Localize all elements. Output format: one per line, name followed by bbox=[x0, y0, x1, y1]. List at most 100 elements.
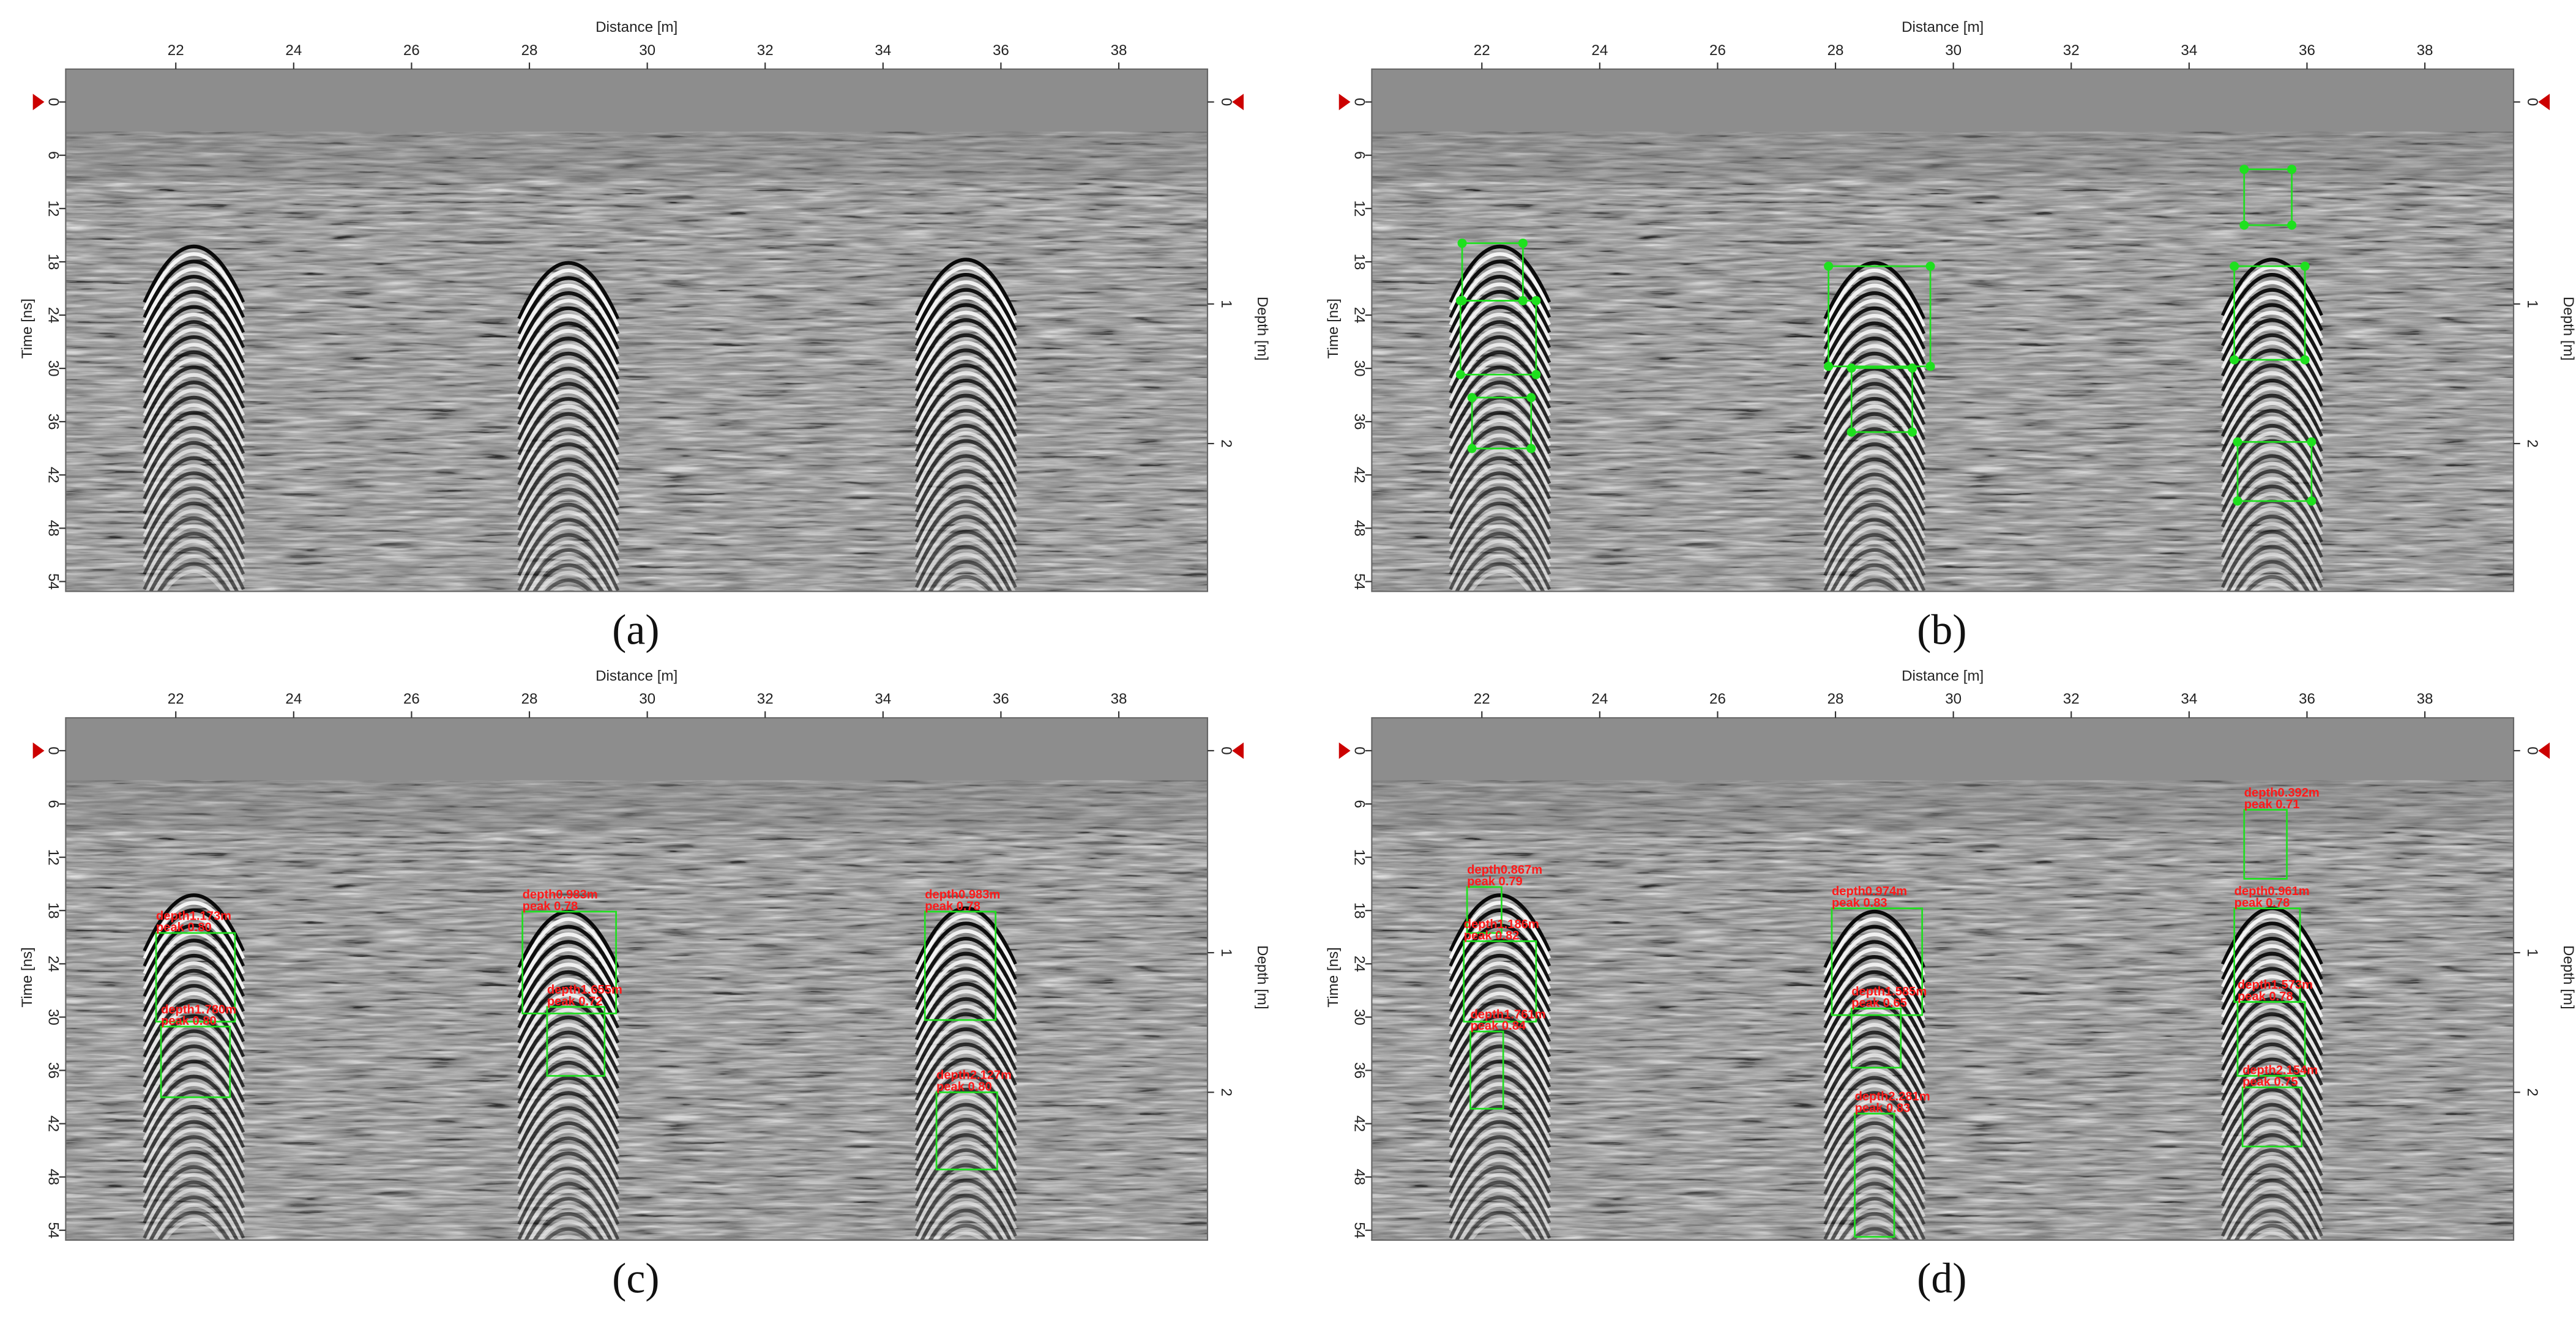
hyperbola-ring bbox=[517, 404, 620, 463]
hyperbola-ring bbox=[2221, 348, 2323, 407]
hyperbola-ring bbox=[2221, 1080, 2323, 1139]
hyperbola-ring bbox=[1449, 1074, 1551, 1134]
roi-box bbox=[2243, 168, 2293, 226]
hyperbola-ring bbox=[143, 1074, 245, 1134]
hyperbola-ring bbox=[2221, 1118, 2323, 1177]
hyperbola-ring bbox=[915, 1095, 1017, 1154]
detection-box bbox=[924, 910, 997, 1021]
hyperbola-ring bbox=[1463, 562, 1537, 592]
hyperbola-ring bbox=[2221, 272, 2323, 332]
detection-peak: peak 0.71 bbox=[2244, 798, 2300, 811]
hyperbola-ring bbox=[2230, 552, 2315, 592]
hyperbola-ring bbox=[2221, 341, 2323, 400]
hyperbola-ring bbox=[517, 1076, 620, 1135]
hyperbola-ring bbox=[915, 258, 1017, 316]
zero-marker bbox=[1338, 94, 1351, 111]
hyperbola-ring bbox=[152, 1203, 236, 1240]
hyperbola-ring bbox=[1850, 1227, 1899, 1240]
hyperbola-ring bbox=[2252, 582, 2293, 592]
hyperbola-ring bbox=[1823, 1053, 1926, 1112]
hyperbola-ring bbox=[2221, 1035, 2323, 1094]
zero-marker bbox=[1232, 94, 1244, 111]
hyperbola-ring bbox=[143, 275, 245, 333]
hyperbola-ring bbox=[143, 1172, 245, 1232]
hyperbola-ring bbox=[915, 416, 1017, 475]
detection-box bbox=[160, 1025, 231, 1098]
hyperbola-ring bbox=[919, 1193, 1012, 1240]
hyperbola-ring bbox=[915, 401, 1017, 460]
hyperbola-ring bbox=[924, 552, 1009, 592]
hyperbola-ring bbox=[1830, 548, 1919, 592]
y-tick-label: 36 bbox=[45, 1062, 62, 1079]
hyperbola-ring bbox=[1449, 1067, 1551, 1126]
hyperbola-ring bbox=[1449, 516, 1551, 575]
hyperbola-ring bbox=[1449, 1172, 1551, 1232]
detection-peak: peak 0.83 bbox=[1832, 896, 1887, 910]
hyperbola-ring bbox=[1823, 970, 1926, 1029]
hyperbola-ring bbox=[517, 955, 620, 1014]
roi-corner bbox=[2233, 496, 2242, 506]
hyperbola-ring bbox=[915, 477, 1017, 535]
hyperbola-ring bbox=[143, 516, 245, 575]
hyperbola-ring bbox=[933, 567, 999, 592]
hyperbola-ring bbox=[2221, 529, 2323, 589]
hyperbola-ring bbox=[517, 962, 620, 1021]
roi-corner bbox=[2307, 437, 2317, 447]
roi-corner bbox=[1457, 238, 1467, 248]
y-tick-label: 0 bbox=[45, 98, 62, 106]
hyperbola-ring bbox=[1823, 276, 1926, 335]
x-tick-label: 32 bbox=[2063, 691, 2080, 707]
hyperbola-ring bbox=[2244, 1224, 2300, 1240]
hyperbola-ring bbox=[143, 524, 245, 583]
hyperbola-ring bbox=[1449, 991, 1551, 1051]
detection-peak: peak 0.82 bbox=[1464, 929, 1520, 943]
hyperbola-ring bbox=[1451, 539, 1549, 592]
hyperbola-ring bbox=[1834, 1204, 1915, 1240]
hyperbola-ring bbox=[915, 1125, 1017, 1185]
hyperbola-ring bbox=[532, 563, 605, 592]
hyperbola-ring bbox=[2221, 1110, 2323, 1169]
detection-peak: peak 0.78 bbox=[523, 899, 578, 913]
hyperbola-ring bbox=[915, 529, 1017, 589]
hyperbola-ring bbox=[915, 507, 1017, 566]
y-tick-label: 6 bbox=[1351, 151, 1368, 159]
hyperbola-ring bbox=[517, 465, 620, 524]
roi-box bbox=[1460, 300, 1537, 376]
hyperbola-ring bbox=[915, 310, 1017, 370]
y-tick-label: 42 bbox=[45, 467, 62, 483]
hyperbola-ring bbox=[143, 508, 245, 568]
y-tick-label: 30 bbox=[1351, 360, 1368, 377]
detection-box bbox=[1469, 1030, 1504, 1110]
roi-corner bbox=[1526, 393, 1536, 403]
hyperbola-ring bbox=[915, 348, 1017, 407]
roi-corner bbox=[2287, 220, 2297, 230]
detection-depth: depth2.281m bbox=[1855, 1090, 1930, 1104]
detection-box bbox=[2236, 1001, 2306, 1077]
hyperbola-ring bbox=[1823, 1174, 1926, 1233]
y-tick-label: 42 bbox=[1351, 1115, 1368, 1132]
y-tick-label: 42 bbox=[1351, 467, 1368, 483]
y-tick-label: 12 bbox=[45, 200, 62, 217]
hyperbola-ring bbox=[524, 548, 613, 592]
x-tick-label: 28 bbox=[521, 691, 538, 707]
hyperbola-ring bbox=[143, 1150, 245, 1209]
hyperbola-ring bbox=[915, 913, 1017, 973]
hyperbola-ring bbox=[537, 570, 600, 592]
hyperbola-ring bbox=[915, 921, 1017, 980]
x-tick-label: 24 bbox=[285, 42, 302, 59]
hyperbola-ring bbox=[2221, 318, 2323, 377]
hyperbola-ring bbox=[1823, 306, 1926, 365]
hyperbola-ring bbox=[517, 1106, 620, 1165]
detection-depth: depth0.392m bbox=[2244, 786, 2320, 800]
hyperbola-ring bbox=[1449, 893, 1551, 952]
hyperbola-ring bbox=[517, 1129, 620, 1188]
hyperbola-ring bbox=[2225, 1193, 2318, 1240]
roi-corner bbox=[2300, 261, 2310, 271]
hyperbola-ring bbox=[915, 371, 1017, 430]
hyperbola-ring bbox=[1449, 1022, 1551, 1080]
hyperbola-ring bbox=[2221, 371, 2323, 430]
hyperbola-ring bbox=[1449, 1052, 1551, 1110]
hyperbola-ring bbox=[915, 469, 1017, 528]
detection-box bbox=[546, 1006, 606, 1077]
hyperbola-ring bbox=[143, 1135, 245, 1194]
